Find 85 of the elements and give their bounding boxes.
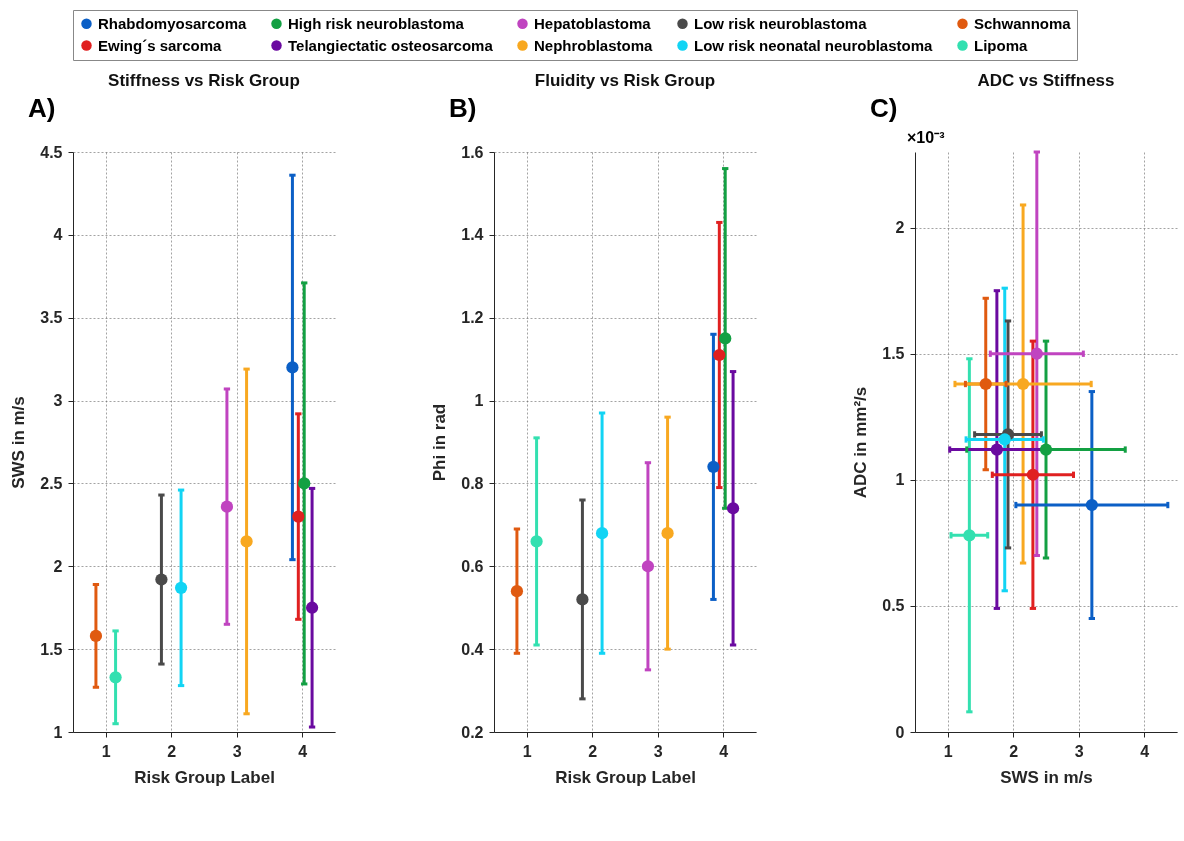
x-axis-title: Risk Group Label [134, 767, 275, 787]
point [1085, 498, 1098, 512]
y-tick-label: 1 [895, 471, 905, 489]
point [719, 332, 732, 345]
x-tick-label: 2 [1009, 742, 1019, 760]
x-tick-label: 4 [719, 742, 729, 760]
y-tick-label: 1.2 [461, 309, 484, 327]
text: A) [28, 93, 56, 123]
x-tick-label: 1 [522, 742, 532, 760]
y-tick-label: 3 [53, 392, 63, 410]
text: ×10⁻³ [907, 129, 945, 146]
legend-label: Low risk neuroblastoma [694, 14, 868, 32]
y-axis-title: Phi in rad [430, 403, 450, 482]
legend-label: Telangiectatic osteosarcoma [288, 36, 494, 54]
legend-label: Low risk neonatal neuroblastoma [694, 36, 934, 54]
legend-label: High risk neuroblastoma [288, 14, 465, 32]
chart-title: ADC vs Stiffness [977, 71, 1115, 90]
point [1039, 443, 1053, 456]
x-axis-title: SWS in m/s [1000, 767, 1093, 787]
y-tick-label: 2 [895, 219, 905, 237]
point [998, 433, 1011, 446]
point [1016, 377, 1030, 391]
point [530, 535, 543, 548]
point [155, 573, 168, 586]
point [979, 377, 992, 391]
point [240, 535, 253, 548]
y-tick-label: 1 [474, 392, 484, 410]
point [109, 671, 122, 684]
x-tick-label: 4 [1140, 742, 1150, 760]
y-tick-label: 4.5 [40, 143, 63, 161]
legend-label: Hepatoblastoma [534, 14, 652, 32]
point [292, 510, 305, 523]
x-axis-title: Risk Group Label [555, 767, 696, 787]
point [305, 601, 319, 614]
point [89, 629, 103, 642]
point [220, 500, 234, 513]
legend-label: Lipoma [974, 36, 1028, 54]
y-tick-label: 0.4 [461, 640, 484, 658]
y-tick-label: 3.5 [40, 309, 63, 327]
y-tick-label: 0.2 [461, 723, 484, 741]
y-tick-label: 4 [53, 226, 63, 244]
legend-label: Ewing´s sarcoma [98, 36, 223, 54]
y-tick-label: 1.6 [461, 143, 484, 161]
point [963, 529, 976, 542]
y-tick-label: 2 [53, 557, 63, 575]
legend-label: Rhabdomyosarcoma [98, 14, 248, 32]
legend-label: Nephroblastoma [534, 36, 654, 54]
point [726, 502, 740, 515]
point [595, 527, 609, 540]
y-tick-label: 0.6 [461, 557, 484, 575]
y-axis-title: ADC in mm²/s [851, 386, 871, 499]
point [510, 585, 524, 598]
point [298, 477, 311, 490]
y-tick-label: 1 [53, 723, 63, 741]
y-tick-label: 2.5 [40, 474, 63, 492]
x-tick-label: 3 [653, 742, 663, 760]
y-axis-title: SWS in m/s [9, 396, 29, 489]
x-tick-label: 1 [101, 742, 111, 760]
x-tick-label: 3 [1074, 742, 1084, 760]
text: C) [870, 93, 898, 123]
text: B) [449, 93, 477, 123]
point [1030, 347, 1043, 360]
y-tick-label: 1.5 [40, 640, 63, 658]
point [661, 527, 674, 540]
x-tick-label: 2 [167, 742, 177, 760]
y-tick-label: 1.5 [882, 345, 905, 363]
point [576, 593, 589, 606]
y-tick-label: 0.8 [461, 474, 484, 492]
legend-label: Schwannoma [974, 14, 1072, 32]
x-tick-label: 4 [298, 742, 308, 760]
x-tick-label: 2 [588, 742, 598, 760]
x-tick-label: 1 [943, 742, 953, 760]
point [286, 361, 299, 374]
chart-title: Stiffness vs Risk Group [108, 71, 300, 90]
point [713, 348, 726, 362]
y-tick-label: 1.4 [461, 226, 484, 244]
point [641, 560, 655, 573]
point [990, 443, 1003, 456]
y-tick-label: 0.5 [882, 597, 905, 615]
x-tick-label: 3 [232, 742, 242, 760]
y-tick-label: 0 [895, 723, 905, 741]
chart-title: Fluidity vs Risk Group [534, 71, 716, 90]
point [707, 460, 720, 473]
point [1026, 468, 1040, 481]
point [174, 581, 188, 594]
